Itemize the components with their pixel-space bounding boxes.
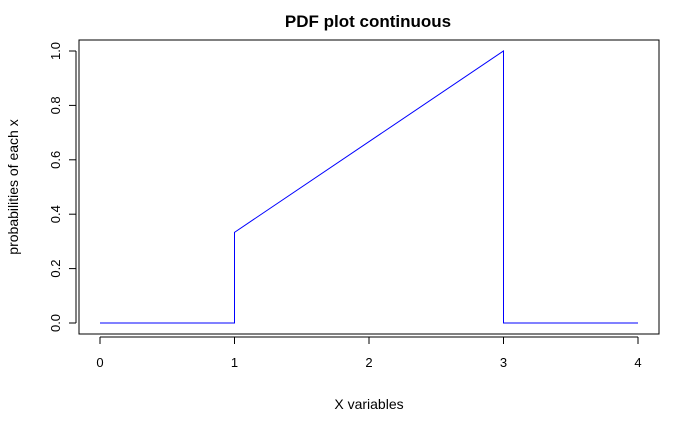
x-tick-label: 1	[231, 355, 238, 370]
plot-area-frame	[78, 39, 660, 335]
y-tick-label: 0.8	[48, 96, 63, 114]
x-axis: 0 1 2 3 4	[96, 336, 642, 370]
y-tick-label: 0.4	[48, 205, 63, 223]
y-axis-label: probabilities of each x	[5, 119, 21, 254]
series-layer	[100, 50, 638, 324]
x-tick-label: 2	[365, 355, 372, 370]
x-tick-label: 3	[500, 355, 507, 370]
y-axis: 0.0 0.2 0.4 0.6 0.8 1.0	[48, 42, 77, 332]
y-tick-label: 1.0	[48, 42, 63, 60]
chart-title: PDF plot continuous	[285, 12, 451, 31]
pdf-series-line	[100, 50, 638, 324]
y-tick-label: 0.6	[48, 151, 63, 169]
x-tick-label: 4	[634, 355, 641, 370]
y-tick-label: 0.2	[48, 260, 63, 278]
y-tick-label: 0.0	[48, 314, 63, 332]
x-tick-label: 0	[96, 355, 103, 370]
x-axis-label: X variables	[334, 396, 403, 412]
